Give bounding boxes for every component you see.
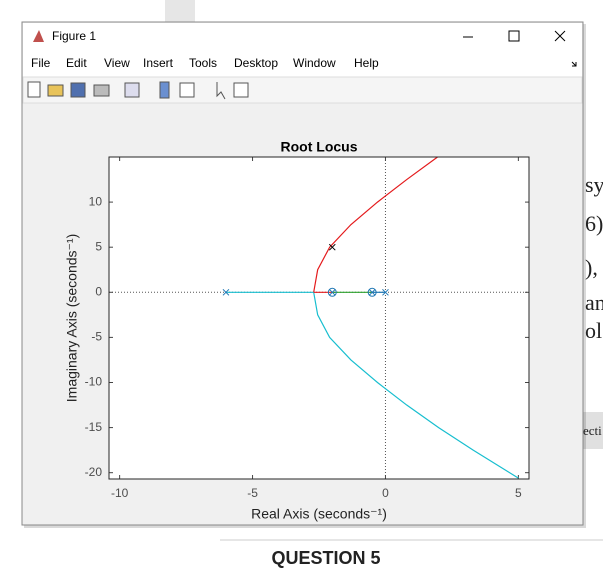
dock-arrow[interactable] — [571, 61, 577, 67]
menu-item[interactable]: Window — [293, 56, 336, 70]
x-tick-label: -5 — [247, 486, 258, 500]
axes-box — [108, 156, 530, 480]
question-heading: QUESTION 5 — [271, 548, 380, 568]
toolbar-icons[interactable] — [27, 81, 249, 100]
doc-fragment: sy — [585, 172, 603, 197]
menu-item[interactable]: Insert — [143, 56, 174, 70]
y-tick-label: -15 — [85, 420, 103, 434]
y-tick-label: -10 — [85, 375, 103, 389]
menu-bar — [23, 50, 582, 77]
doc-fragment: 6) — [585, 211, 603, 236]
axes: Root Locus Real Axis (seconds⁻¹) Imaginary… — [64, 139, 530, 522]
x-axis-label: Real Axis (seconds⁻¹) — [251, 506, 387, 522]
doc-fragment: ol — [585, 318, 602, 343]
pole-marker — [328, 243, 336, 251]
locus-branch — [313, 156, 438, 293]
menu-item[interactable]: View — [104, 56, 130, 70]
doc-fragment: ecti — [583, 423, 602, 438]
doc-fragment: ), — [585, 255, 598, 280]
doc-fragment: an — [585, 290, 603, 315]
menu-item[interactable]: File — [31, 56, 51, 70]
window-title: Figure 1 — [52, 29, 96, 43]
y-tick-label: 5 — [95, 239, 102, 253]
x-tick-label: 0 — [382, 486, 389, 500]
menu-item[interactable]: Help — [354, 56, 379, 70]
toolbar — [22, 76, 583, 104]
y-tick-label: 10 — [89, 194, 103, 208]
zero-marker — [367, 287, 377, 297]
y-tick-label: -5 — [91, 330, 102, 344]
pole-marker — [368, 288, 376, 296]
zero-marker — [327, 287, 337, 297]
app-icon — [33, 30, 44, 42]
y-tick-label: 0 — [95, 284, 102, 298]
y-axis-label: Imaginary Axis (seconds⁻¹) — [64, 234, 80, 402]
page-edge — [165, 0, 195, 22]
pole-marker — [222, 288, 230, 296]
menu-item[interactable]: Tools — [189, 56, 217, 70]
x-tick-label: 5 — [515, 486, 522, 500]
x-tick-label: -10 — [111, 486, 129, 500]
menu-item[interactable]: Desktop — [234, 56, 278, 70]
locus-branch — [313, 292, 519, 479]
menu-item[interactable]: Edit — [66, 56, 87, 70]
title-bar — [23, 23, 582, 50]
chart-title: Root Locus — [281, 139, 358, 155]
close-button[interactable] — [554, 30, 566, 42]
pole-marker — [382, 288, 389, 296]
doc-box — [583, 412, 603, 449]
pole-marker — [328, 288, 336, 296]
maximize-button[interactable] — [508, 30, 520, 42]
y-tick-label: -20 — [85, 465, 103, 479]
